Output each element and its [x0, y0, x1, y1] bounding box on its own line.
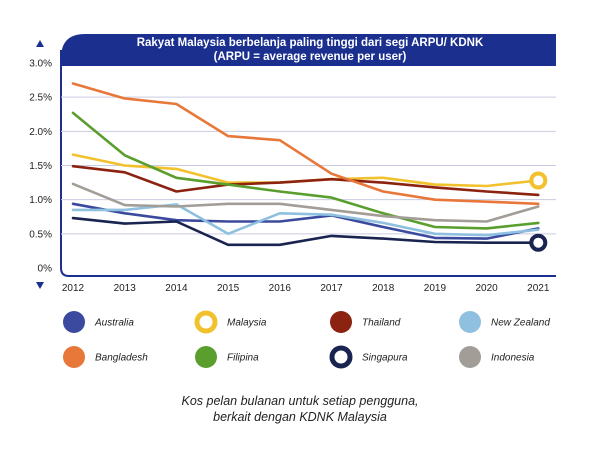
gridlines: [61, 96, 556, 235]
down-arrow-icon: [36, 282, 44, 289]
x-axis-ticks: 2012 2013 2014 2015 2016 2017 2018 2019 2020 2021: [62, 283, 550, 294]
legend-swatch-australia: [63, 311, 85, 333]
legend-swatch-bangladesh: [63, 346, 85, 368]
legend-label-bangladesh: Bangladesh: [95, 353, 148, 364]
chart-subtitle: (ARPU = average revenue per user): [214, 51, 407, 63]
x-tick-label: 2017: [320, 283, 343, 294]
title-banner: [61, 34, 556, 66]
legend-label-indonesia: Indonesia: [491, 353, 535, 364]
legend-label-singapura: Singapura: [362, 353, 408, 364]
y-tick-label: 2.0%: [29, 127, 52, 138]
x-tick-label: 2015: [217, 283, 240, 294]
legend-swatch-indonesia: [459, 346, 481, 368]
chart-frame: Rakyat Malaysia berbelanja paling tinggi…: [36, 34, 556, 289]
caption: Kos pelan bulanan untuk setiap pengguna,…: [182, 394, 419, 424]
y-tick-label: 1.5%: [29, 161, 52, 172]
legend-label-filipina: Filipina: [227, 353, 259, 364]
y-tick-label: 0%: [38, 264, 53, 275]
legend-swatch-filipina: [195, 346, 217, 368]
series-line-new-zealand: [71, 203, 540, 237]
legend-swatch-thailand: [330, 311, 352, 333]
series-line-australia: [71, 202, 540, 240]
end-marker-singapura: [529, 233, 548, 252]
x-tick-label: 2020: [475, 283, 498, 294]
series-lines: [71, 82, 540, 247]
series-line-singapura: [71, 216, 540, 247]
x-tick-label: 2019: [424, 283, 447, 294]
caption-line-2: berkait dengan KDNK Malaysia: [213, 410, 387, 424]
end-marker-malaysia: [529, 171, 548, 190]
legend-swatch-malaysia: [194, 310, 218, 334]
y-tick-label: 0.5%: [29, 229, 52, 240]
y-tick-label: 1.0%: [29, 195, 52, 206]
legend-swatch-new-zealand: [459, 311, 481, 333]
x-tick-label: 2013: [114, 283, 137, 294]
legend-label-australia: Australia: [94, 318, 134, 329]
chart-title: Rakyat Malaysia berbelanja paling tinggi…: [137, 37, 484, 49]
series-line-thailand: [71, 164, 540, 197]
legend: Australia Malaysia Thailand New Zealand Bang…: [63, 310, 550, 369]
legend-swatch-singapura: [329, 345, 353, 369]
x-tick-label: 2021: [527, 283, 550, 294]
x-tick-label: 2018: [372, 283, 395, 294]
caption-line-1: Kos pelan bulanan untuk setiap pengguna,: [182, 394, 419, 408]
series-line-indonesia: [71, 182, 540, 223]
series-line-filipina: [71, 111, 540, 230]
x-tick-label: 2016: [269, 283, 292, 294]
y-tick-label: 2.5%: [29, 93, 52, 104]
y-axis-ticks: 3.0% 2.5% 2.0% 1.5% 1.0% 0.5% 0%: [29, 59, 52, 275]
legend-label-malaysia: Malaysia: [227, 318, 267, 329]
end-markers: [529, 171, 548, 252]
x-tick-label: 2012: [62, 283, 85, 294]
legend-label-new-zealand: New Zealand: [491, 318, 550, 329]
chart-border: [60, 50, 556, 277]
series-line-bangladesh: [71, 82, 540, 206]
up-arrow-icon: [36, 40, 44, 47]
x-tick-label: 2014: [165, 283, 188, 294]
y-tick-label: 3.0%: [29, 59, 52, 70]
legend-label-thailand: Thailand: [362, 318, 401, 329]
